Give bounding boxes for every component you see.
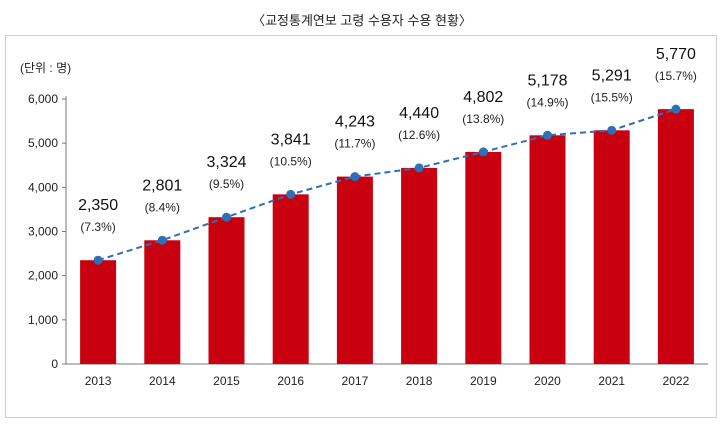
x-tick-label: 2022 (663, 374, 690, 388)
value-label: 2,350 (78, 197, 118, 214)
trend-line (97, 108, 677, 262)
percent-label: (7.3%) (80, 220, 115, 234)
value-label: 4,440 (399, 105, 439, 122)
value-label: 4,243 (335, 114, 375, 131)
trend-point (543, 130, 552, 140)
x-tick-label: 2018 (406, 374, 433, 388)
bar (657, 109, 694, 365)
x-tick-label: 2020 (534, 374, 561, 388)
value-label: 5,291 (592, 67, 632, 84)
value-label: 5,178 (527, 72, 567, 89)
trend-point (93, 255, 103, 265)
y-tick-label: 1,000 (28, 313, 58, 327)
bar (80, 260, 117, 364)
bar (272, 194, 309, 364)
y-tick-label: 6,000 (28, 92, 58, 106)
percent-label: (8.4%) (145, 200, 180, 214)
x-tick-label: 2021 (598, 374, 625, 388)
trend-point (607, 125, 617, 135)
trend-point (478, 147, 488, 157)
y-tick-label: 2,000 (28, 269, 58, 283)
chart-svg: (단위 : 명) 0 1,000 2,000 3,000 4,000 5,000 6,000 2… (20, 46, 708, 388)
y-tick-label: 4,000 (28, 180, 58, 194)
x-tick-label: 2014 (149, 374, 176, 388)
x-tick-label: 2016 (277, 374, 304, 388)
bar (208, 217, 245, 364)
bar (336, 176, 373, 364)
value-label: 4,802 (463, 89, 503, 106)
x-tick-label: 2017 (342, 374, 369, 388)
bar (529, 135, 566, 364)
percent-label: (12.6%) (398, 128, 440, 142)
trend-point (222, 212, 231, 222)
percent-label: (15.5%) (591, 90, 633, 104)
value-label: 3,841 (271, 131, 311, 148)
value-label: 5,770 (656, 46, 696, 63)
trend-point (157, 235, 167, 245)
bar (144, 240, 181, 364)
x-tick-label: 2015 (213, 374, 240, 388)
percent-label: (9.5%) (209, 177, 244, 191)
trend-point (350, 172, 360, 182)
x-tick-label: 2013 (85, 374, 112, 388)
chart-title: 〈교정통계연보 고령 수용자 수용 현황〉 (252, 13, 472, 28)
unit-label: (단위 : 명) (20, 61, 71, 75)
y-tick-label: 0 (51, 357, 58, 371)
y-tick-label: 3,000 (28, 225, 58, 239)
trend-point (414, 163, 424, 173)
x-tick-label: 2019 (470, 374, 497, 388)
bar (593, 130, 630, 364)
value-label: 3,324 (206, 154, 246, 171)
trend-point (671, 104, 681, 114)
bar (465, 151, 502, 364)
y-tick-label: 5,000 (28, 136, 58, 150)
bar (401, 167, 438, 364)
percent-label: (10.5%) (270, 154, 312, 168)
percent-label: (11.7%) (334, 137, 375, 151)
chart-frame: (단위 : 명) 0 1,000 2,000 3,000 4,000 5,000 6,000 2… (5, 35, 717, 418)
percent-label: (14.9%) (526, 95, 568, 109)
value-label: 2,801 (142, 177, 182, 194)
percent-label: (15.7%) (655, 69, 697, 83)
percent-label: (13.8%) (462, 112, 504, 126)
trend-point (286, 189, 296, 199)
